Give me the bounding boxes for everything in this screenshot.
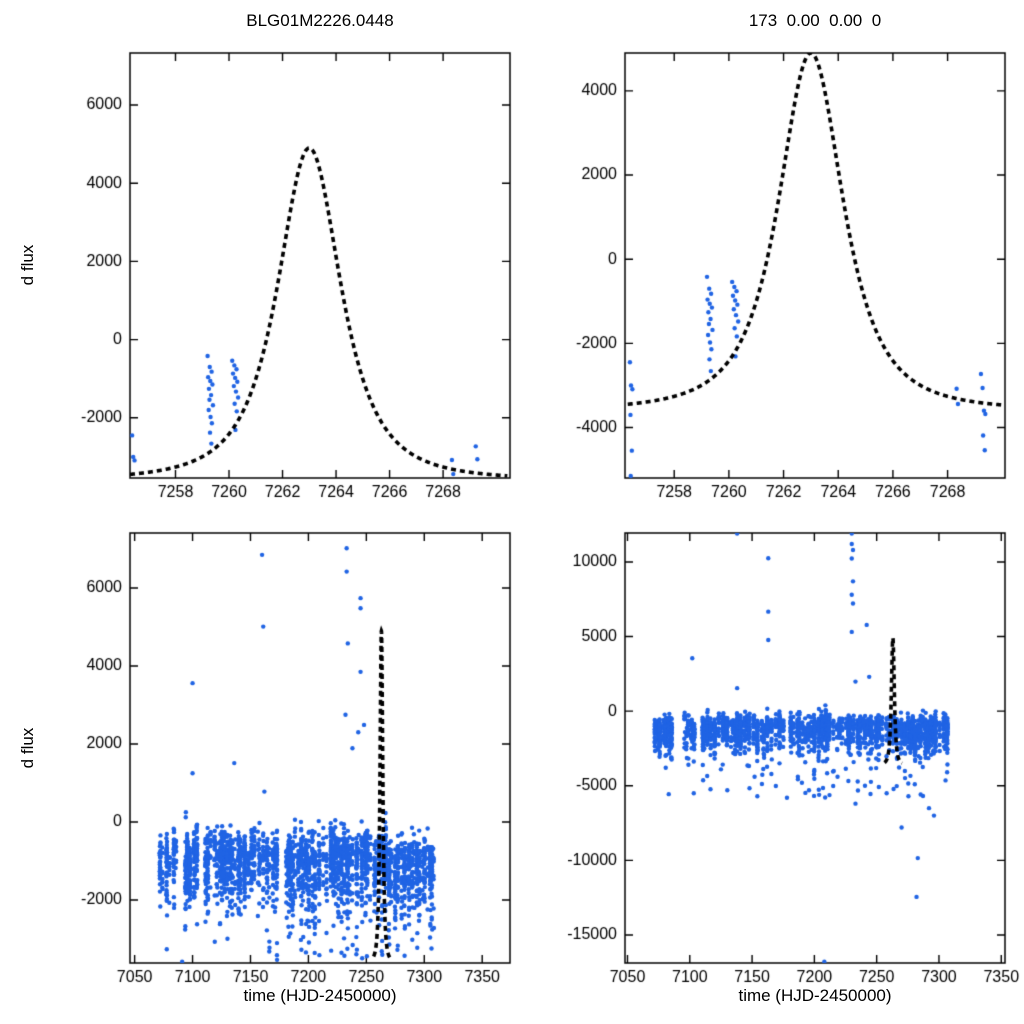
panel-b-title: 173 0.00 0.00 0 [748, 11, 882, 30]
panel-c-y-axis-label: d flux [18, 727, 37, 769]
panel-a-title: BLG01M2226.0448 [246, 11, 394, 30]
panel-c-x-axis-label: time (HJD-2450000) [243, 986, 397, 1005]
panel-d-x-axis-label: time (HJD-2450000) [738, 986, 892, 1005]
panel-a-y-axis-label: d flux [18, 244, 37, 286]
